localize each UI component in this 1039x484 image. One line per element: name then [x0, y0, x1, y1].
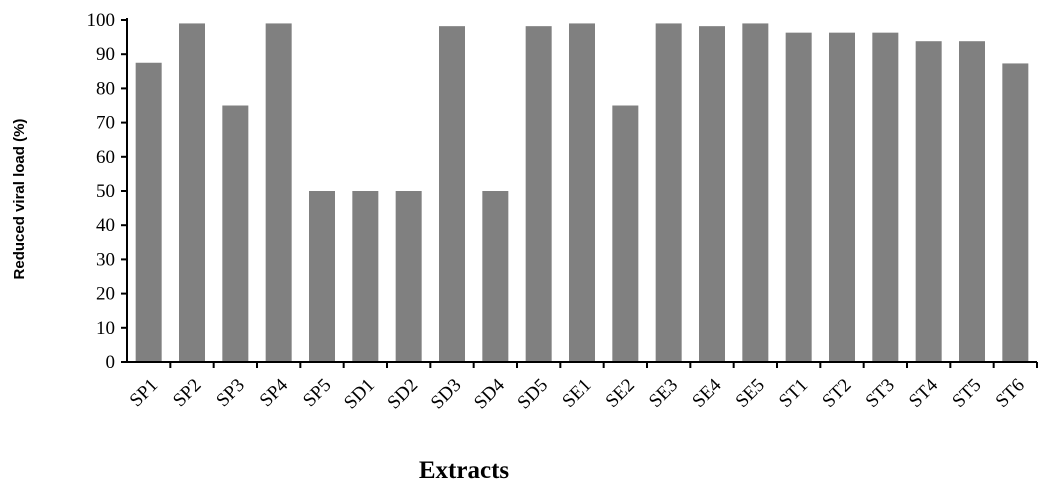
x-tick-label: SP3	[212, 375, 249, 412]
x-tick-label: ST5	[948, 375, 985, 412]
x-tick-label: SD2	[383, 375, 422, 414]
x-tick-label: ST4	[905, 374, 943, 412]
bar-sp2	[179, 23, 205, 362]
bar-se2	[612, 105, 639, 362]
y-axis-label: Reduced viral load (%)	[11, 119, 28, 280]
bar-sd4	[482, 191, 509, 362]
bar-st6	[1002, 63, 1029, 363]
y-tick-label: 0	[106, 352, 116, 373]
bar-sp5	[309, 191, 335, 362]
bar-sd1	[352, 191, 379, 362]
y-axis-ticks: 0 10 20 30 40 50 60 70 80 90 100	[87, 10, 127, 373]
y-tick-label: 50	[96, 181, 115, 202]
y-tick-label: 40	[96, 215, 115, 236]
bar-sp4	[265, 23, 292, 362]
bar-se3	[655, 23, 682, 362]
x-tick-label: SD1	[340, 375, 379, 414]
bar-sd3	[439, 26, 465, 362]
bar-st4	[915, 41, 942, 362]
x-tick-label: SD4	[470, 374, 509, 413]
bar-st3	[872, 32, 899, 363]
y-tick-label: 10	[96, 318, 115, 339]
x-tick-label: SE2	[602, 375, 639, 412]
bar-sd2	[395, 191, 422, 362]
x-tick-label: SP4	[256, 374, 293, 411]
y-tick-label: 20	[96, 284, 115, 305]
x-tick-label: SE3	[645, 375, 682, 412]
x-tick-label: ST3	[862, 375, 899, 412]
y-tick-label: 80	[96, 78, 115, 99]
bar-st1	[785, 32, 812, 363]
bar-se1	[569, 23, 595, 362]
bar-sp1	[135, 62, 162, 362]
x-tick-label: SP2	[169, 375, 206, 412]
x-tick-label: SE1	[558, 375, 595, 412]
bar-st2	[829, 32, 855, 363]
x-tick-label: SP1	[126, 375, 163, 412]
x-axis-label: Extracts	[419, 457, 510, 484]
y-tick-label: 30	[96, 249, 115, 270]
bar-sp3	[222, 105, 249, 362]
bar-st5	[959, 41, 985, 362]
y-tick-label: 100	[87, 10, 116, 31]
x-tick-label: SE5	[732, 375, 769, 412]
x-tick-label: ST6	[992, 375, 1029, 412]
y-tick-label: 60	[96, 147, 115, 168]
x-tick-label: SE4	[688, 374, 726, 412]
bar-se5	[742, 23, 769, 362]
bars	[135, 23, 1029, 363]
y-tick-label: 70	[96, 113, 115, 134]
x-tick-label: SD3	[427, 375, 466, 414]
x-tick-label: ST2	[818, 375, 855, 412]
y-tick-label: 90	[96, 44, 115, 65]
x-tick-label: SD5	[513, 375, 552, 414]
x-tick-label: ST1	[775, 375, 812, 412]
x-axis-ticks: SP1 SP2 SP3 SP4 SP5 SD1 SD2 SD3 SD4 SD5 SE1 SE2 SE3 S…	[126, 362, 1038, 414]
bar-se4	[699, 26, 725, 362]
bar-sd5	[525, 26, 552, 362]
x-tick-label: SP5	[299, 375, 336, 412]
